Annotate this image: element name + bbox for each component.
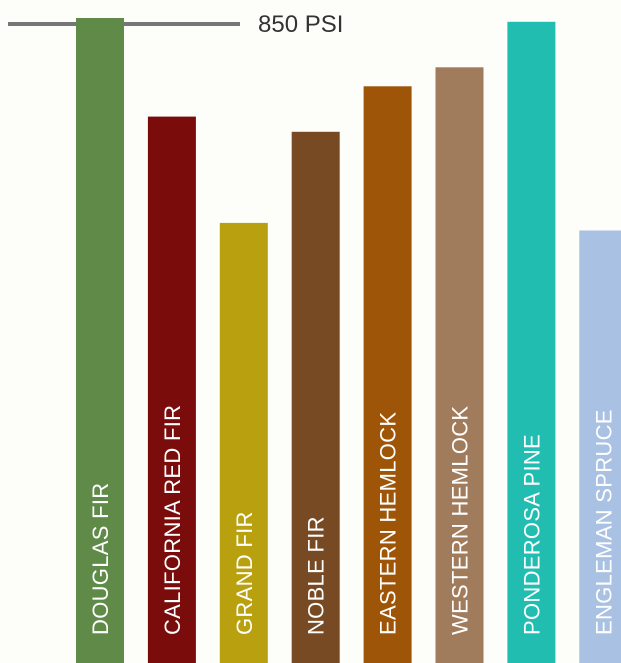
bar-label-douglas-fir: DOUGLAS FIR (88, 483, 113, 635)
bar-label-grand-fir: GRAND FIR (232, 511, 257, 635)
bar-label-ponderosa-pine: PONDEROSA PINE (519, 434, 544, 635)
bar-labels-group: DOUGLAS FIR CALIFORNIA RED FIR GRAND FIR NO… (88, 405, 616, 635)
bar-california-red-fir (147, 116, 196, 663)
bar-douglas-fir (76, 18, 124, 663)
bar-label-noble-fir: NOBLE FIR (304, 516, 329, 635)
bar-eastern-hemlock (363, 86, 412, 663)
bars-group (76, 18, 621, 663)
bar-label-eastern-hemlock: EASTERN HEMLOCK (376, 412, 401, 635)
bar-western-hemlock (435, 67, 484, 663)
bar-label-california-red-fir: CALIFORNIA RED FIR (160, 405, 185, 635)
bar-grand-fir (219, 222, 268, 663)
bar-ponderosa-pine (507, 21, 556, 663)
reference-line-label: 850 PSI (258, 11, 343, 38)
bar-label-western-hemlock: WESTERN HEMLOCK (448, 406, 473, 635)
bar-noble-fir (291, 131, 340, 663)
bar-label-engleman-spruce: ENGLEMAN SPRUCE (591, 409, 616, 635)
bar-engleman-spruce (579, 230, 621, 663)
